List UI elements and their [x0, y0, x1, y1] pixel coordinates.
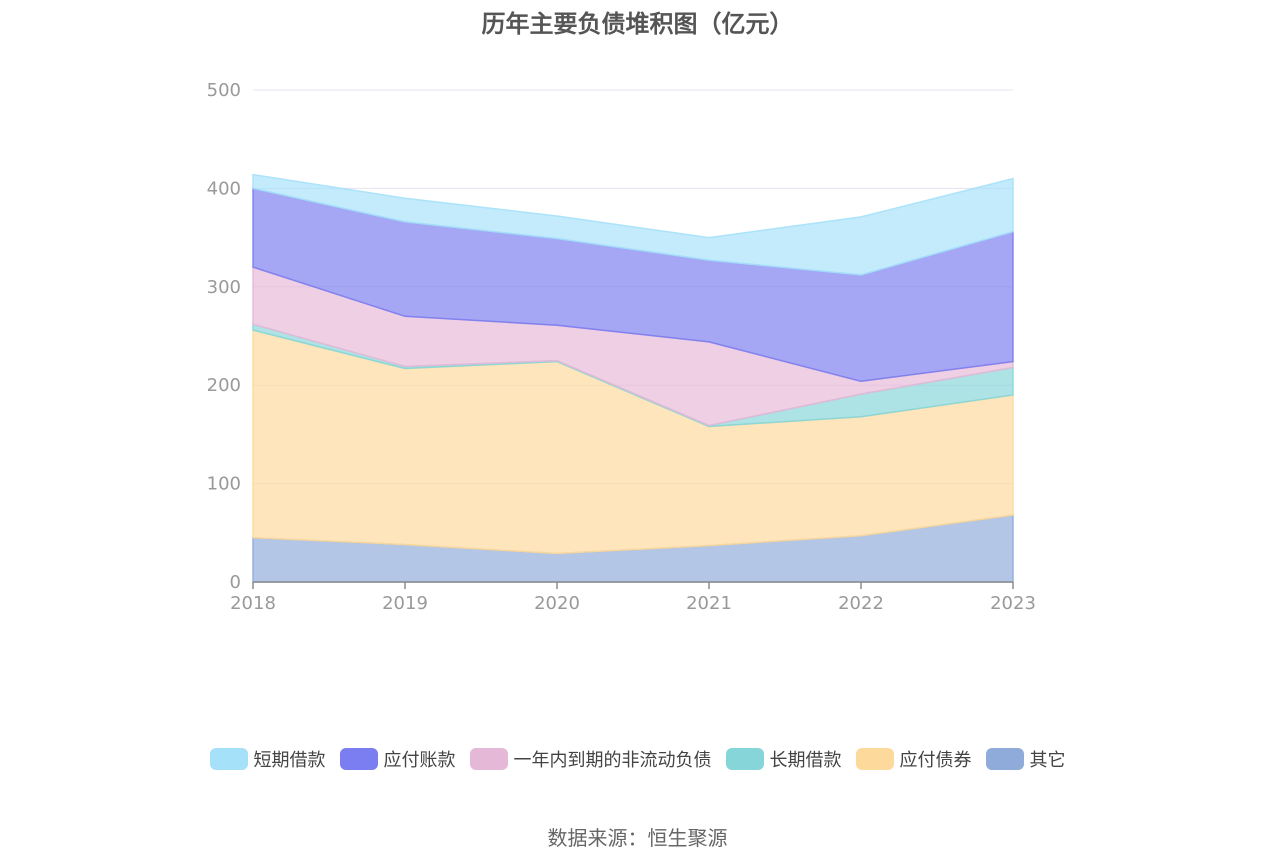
legend-item-应付账款[interactable]: 应付账款	[339, 746, 456, 772]
x-tick-label: 2019	[382, 593, 428, 614]
x-tick-label: 2020	[534, 593, 580, 614]
legend-label: 一年内到期的非流动负债	[513, 750, 712, 771]
data-source-note: 数据来源：恒生聚源	[547, 826, 728, 850]
legend-label: 应付账款	[383, 750, 456, 771]
x-tick-label: 2023	[990, 593, 1036, 614]
legend-label: 其它	[1029, 750, 1066, 771]
legend-item-长期借款[interactable]: 长期借款	[725, 746, 842, 772]
x-tick-label: 2021	[686, 593, 732, 614]
legend-swatch	[469, 748, 508, 770]
legend-label: 短期借款	[253, 750, 326, 771]
area-series	[252, 173, 1014, 583]
legend-label: 长期借款	[769, 750, 842, 771]
legend-swatch	[209, 748, 248, 770]
axes: 0 100 200 300 400 500 2018 2019 2020 2021 2022 2023	[207, 80, 1036, 614]
y-tick-label: 100	[207, 474, 241, 495]
area-series-短期借款	[252, 173, 1014, 276]
legend-swatch	[339, 748, 378, 770]
legend-swatch	[855, 748, 894, 770]
legend-label: 应付债券	[899, 750, 972, 771]
x-tick-label: 2018	[230, 593, 276, 614]
y-tick-label: 500	[207, 80, 241, 101]
x-tick-label: 2022	[838, 593, 884, 614]
legend-item-其它[interactable]: 其它	[985, 746, 1066, 772]
legend-item-应付债券[interactable]: 应付债券	[855, 746, 972, 772]
legend-swatch	[725, 748, 764, 770]
chart-legend: 短期借款 应付账款 一年内到期的非流动负债 长期借款 应付债券 其它	[0, 746, 1275, 772]
y-tick-label: 200	[207, 375, 241, 396]
chart-title: 历年主要负债堆积图（亿元）	[481, 10, 794, 38]
legend-item-一年内到期的非流动负债[interactable]: 一年内到期的非流动负债	[469, 746, 712, 772]
y-tick-label: 400	[207, 178, 241, 199]
legend-item-短期借款[interactable]: 短期借款	[209, 746, 326, 772]
y-tick-label: 0	[230, 572, 241, 593]
y-tick-label: 300	[207, 277, 241, 298]
legend-swatch	[985, 748, 1024, 770]
